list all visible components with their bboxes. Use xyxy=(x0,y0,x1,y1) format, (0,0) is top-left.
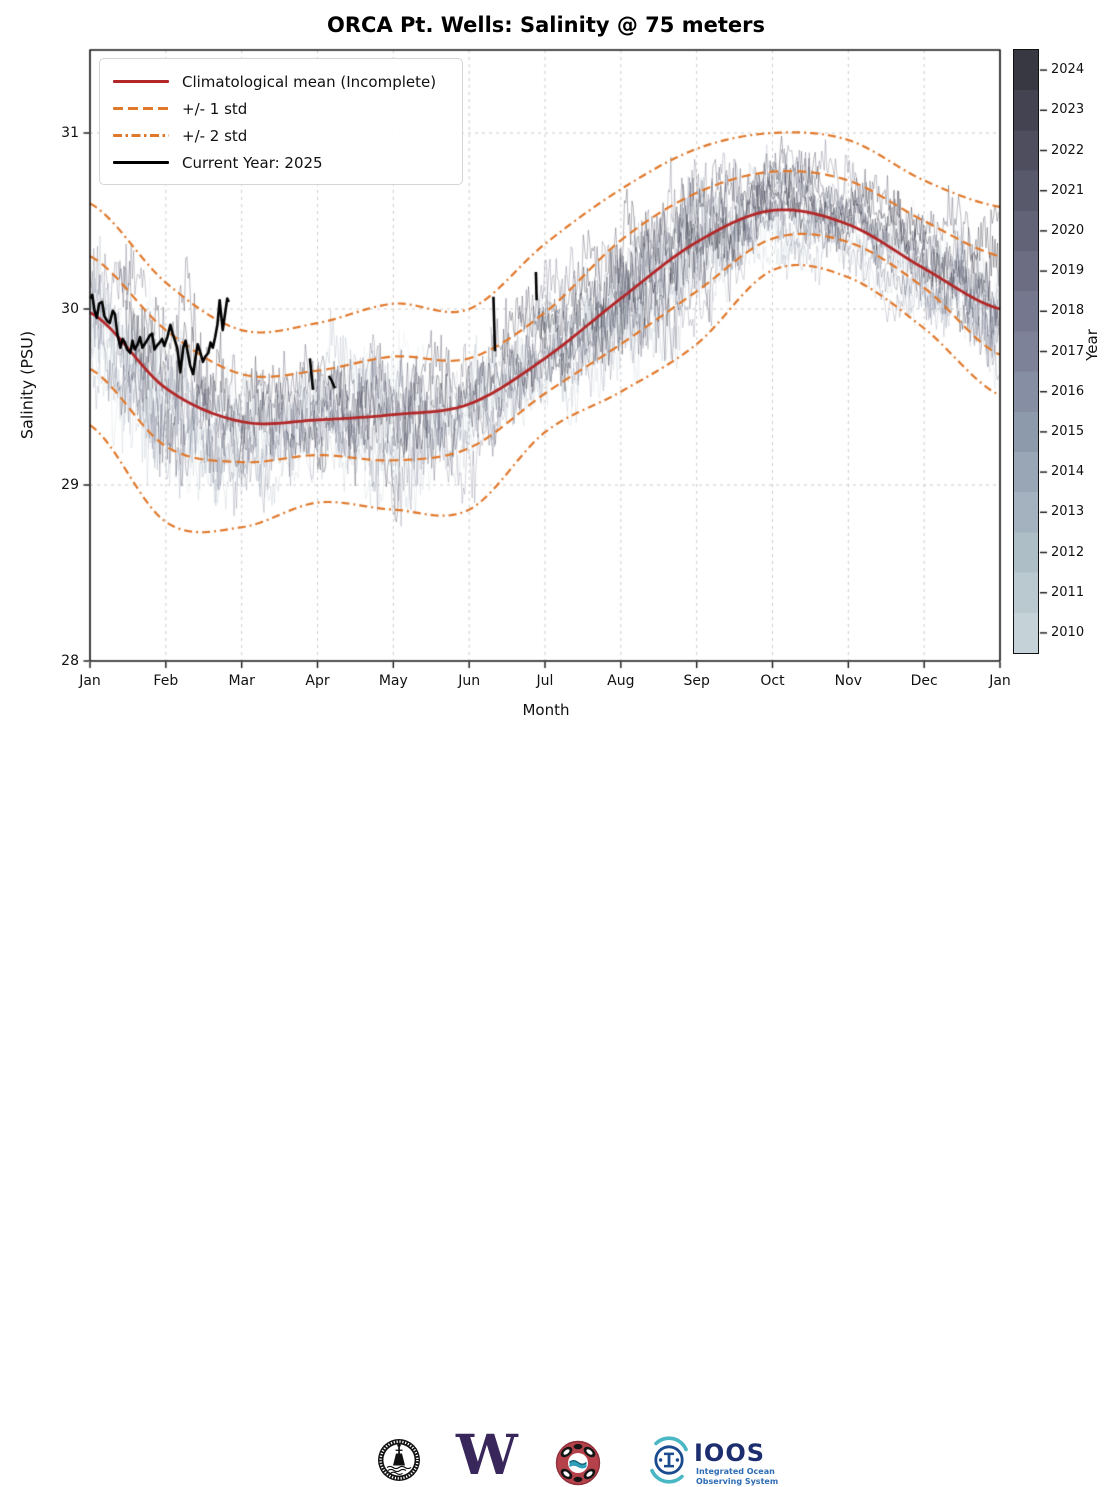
legend-item-mean: Climatological mean (Incomplete) xyxy=(113,68,449,95)
y-tick-label: 31 xyxy=(61,125,79,141)
y-tick-label: 30 xyxy=(61,301,79,317)
mean-line-sample xyxy=(113,80,169,83)
colorbar-label: Year xyxy=(1083,329,1101,361)
colorbar-tick-label: 2019 xyxy=(1051,263,1085,279)
x-tick-label: Jun xyxy=(458,673,481,689)
legend-item-2std: +/- 2 std xyxy=(113,122,449,149)
legend-label-2std: +/- 2 std xyxy=(182,126,248,145)
legend-label-1std: +/- 1 std xyxy=(182,99,248,118)
colorbar-tick-label: 2024 xyxy=(1051,62,1085,78)
x-tick-label: Nov xyxy=(834,673,862,689)
colorbar-tick-label: 2017 xyxy=(1051,343,1085,359)
x-tick-label: Sep xyxy=(683,673,710,689)
one-std-line-sample xyxy=(113,107,169,110)
colorbar-tick-label: 2018 xyxy=(1051,303,1085,319)
x-tick-label: Jan xyxy=(989,673,1011,689)
x-tick-label: May xyxy=(378,673,408,689)
colorbar-tick-label: 2012 xyxy=(1051,544,1085,560)
colorbar-tick-label: 2011 xyxy=(1051,584,1085,600)
x-tick-label: Mar xyxy=(228,673,255,689)
x-axis-label: Month xyxy=(522,701,570,719)
legend-item-current-year: Current Year: 2025 xyxy=(113,149,449,176)
ioos-subtitle-line1: Integrated Ocean xyxy=(696,1467,775,1476)
chart-title: ORCA Pt. Wells: Salinity @ 75 meters xyxy=(327,13,765,37)
two-std-line-sample xyxy=(113,134,169,137)
colorbar-tick-label: 2013 xyxy=(1051,504,1085,520)
legend-label-mean: Climatological mean (Incomplete) xyxy=(182,72,437,91)
year-colorbar xyxy=(1013,49,1039,654)
x-tick-label: Jul xyxy=(536,673,554,689)
legend: Climatological mean (Incomplete) +/- 1 s… xyxy=(99,58,463,185)
colorbar-tick-label: 2021 xyxy=(1051,182,1085,198)
legend-item-1std: +/- 1 std xyxy=(113,95,449,122)
colorbar-tick-label: 2010 xyxy=(1051,624,1085,640)
ioos-logo xyxy=(650,1436,688,1484)
y-axis-label: Salinity (PSU) xyxy=(17,330,37,440)
orca-buoy-logo xyxy=(378,1439,420,1481)
current-year-line-sample xyxy=(113,160,169,165)
ioos-subtitle-line2: Observing System xyxy=(696,1477,779,1486)
x-tick-label: Aug xyxy=(607,673,635,689)
colorbar-tick-label: 2020 xyxy=(1051,222,1085,238)
x-tick-label: Apr xyxy=(305,673,330,689)
tribal-orca-seal-logo xyxy=(555,1440,601,1486)
x-tick-label: Jan xyxy=(79,673,101,689)
ioos-wordmark: IOOS xyxy=(694,1439,766,1467)
x-tick-label: Feb xyxy=(153,673,179,689)
colorbar-tick-label: 2023 xyxy=(1051,102,1085,118)
y-tick-label: 29 xyxy=(61,477,79,493)
uw-logo: W xyxy=(456,1422,518,1487)
footer-logos: W xyxy=(0,714,1120,1486)
colorbar-tick-label: 2016 xyxy=(1051,383,1085,399)
colorbar-tick-label: 2015 xyxy=(1051,423,1085,439)
colorbar-tick-label: 2022 xyxy=(1051,142,1085,158)
x-tick-label: Oct xyxy=(760,673,785,689)
colorbar-tick-label: 2014 xyxy=(1051,464,1085,480)
legend-label-current-year: Current Year: 2025 xyxy=(182,153,323,172)
x-tick-label: Dec xyxy=(910,673,938,689)
y-tick-label: 28 xyxy=(61,653,79,669)
